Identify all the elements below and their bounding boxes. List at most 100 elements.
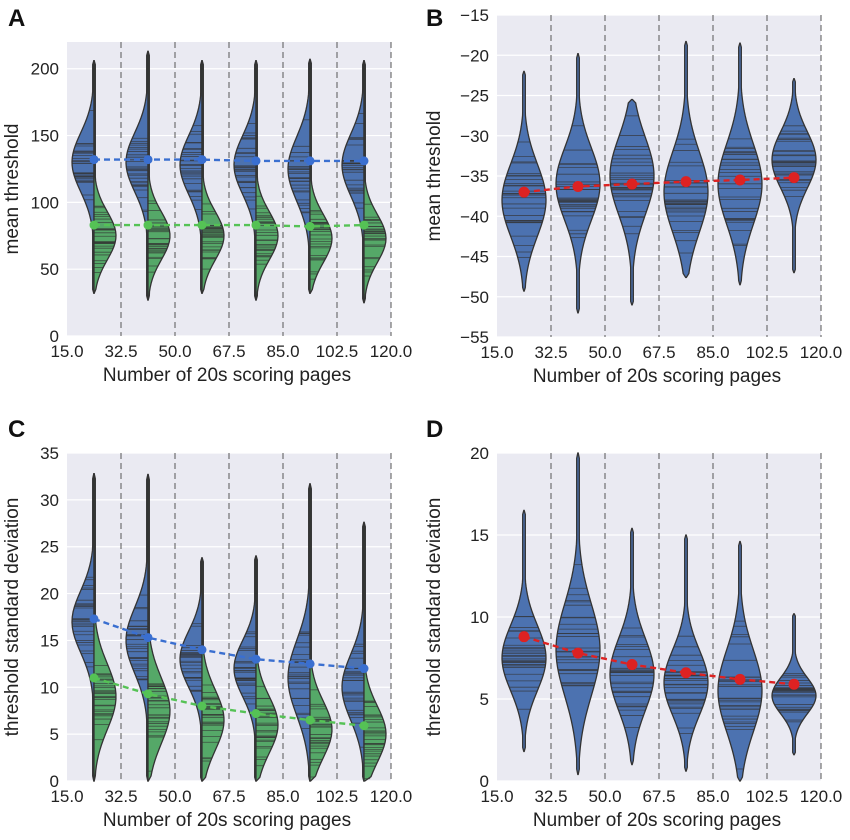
x-tick-label: 50.0: [588, 343, 621, 362]
x-tick-label: 85.0: [266, 787, 299, 806]
y-tick-label: 20: [470, 444, 489, 463]
mean-point-blue: [89, 155, 99, 165]
mean-point-mean: [788, 678, 800, 690]
mean-point-green: [89, 673, 99, 683]
violin-mean: [609, 98, 655, 306]
y-tick-label: −30: [460, 127, 489, 146]
y-axis-label: mean threshold: [2, 124, 23, 255]
x-tick-label: 50.0: [588, 787, 621, 806]
x-tick-label: 85.0: [266, 342, 299, 361]
y-tick-label: 150: [31, 127, 59, 146]
x-tick-label: 102.5: [746, 787, 789, 806]
mean-point-mean: [680, 667, 692, 679]
mean-line-mean: [523, 176, 795, 194]
mean-point-green: [251, 220, 261, 230]
x-axis-label: Number of 20s scoring pages: [103, 365, 351, 386]
mean-point-blue: [197, 155, 207, 165]
x-tick-label: 120.0: [800, 787, 843, 806]
mean-point-green: [197, 701, 207, 711]
y-tick-label: 15: [40, 631, 59, 650]
y-tick-label: 30: [40, 491, 59, 510]
mean-point-blue: [197, 645, 207, 655]
y-tick-label: 15: [470, 526, 489, 545]
x-tick-label: 102.5: [316, 342, 359, 361]
mean-point-blue: [143, 633, 153, 643]
y-tick-label: −25: [460, 87, 489, 106]
violin-green: [309, 483, 333, 782]
y-tick-label: 0: [480, 772, 489, 791]
panel-label: D: [426, 416, 443, 443]
mean-point-mean: [572, 180, 584, 192]
panel-A: 0 50 100 150 200 15.0 32.5 50.0 67.5 85.0 102.5 120…: [2, 5, 412, 386]
panel-D: 0 5 10 15 20 15.0 32.5 50.0 67.5 85.0 102.5 120.0 Nu…: [424, 416, 842, 831]
x-tick-label: 15.0: [480, 787, 513, 806]
y-axis-label: threshold standard deviation: [2, 498, 23, 737]
mean-point-green: [251, 709, 261, 719]
violin-blue: [287, 483, 311, 782]
x-tick-label: 32.5: [104, 787, 137, 806]
mean-point-blue: [305, 659, 315, 669]
mean-point-mean: [734, 174, 746, 186]
x-tick-label: 120.0: [370, 342, 413, 361]
y-tick-label: 200: [31, 60, 59, 79]
mean-point-mean: [626, 178, 638, 190]
mean-point-blue: [305, 156, 315, 166]
x-axis-label: Number of 20s scoring pages: [533, 810, 781, 831]
violin-blue: [179, 60, 203, 294]
mean-line-green: [94, 223, 365, 228]
violin-blue: [341, 60, 365, 304]
x-tick-label: 15.0: [50, 342, 83, 361]
x-tick-label: 120.0: [800, 343, 843, 362]
y-tick-label: 0: [50, 772, 59, 791]
y-tick-label: −15: [460, 6, 489, 25]
y-tick-label: −40: [460, 207, 489, 226]
y-tick-label: 100: [31, 193, 59, 212]
mean-point-green: [305, 221, 315, 231]
mean-point-blue: [251, 654, 261, 664]
y-tick-label: −35: [460, 167, 489, 186]
y-tick-label: 35: [40, 444, 59, 463]
mean-point-blue: [359, 156, 369, 166]
mean-point-green: [143, 689, 153, 699]
mean-point-blue: [143, 155, 153, 165]
x-tick-label: 32.5: [104, 342, 137, 361]
violin-mean: [717, 540, 763, 782]
violin-green: [147, 50, 171, 301]
x-tick-label: 85.0: [696, 787, 729, 806]
panel-label: A: [8, 5, 25, 32]
x-axis-label: Number of 20s scoring pages: [533, 366, 781, 387]
mean-point-green: [143, 220, 153, 230]
x-tick-label: 15.0: [480, 343, 513, 362]
mean-point-green: [197, 220, 207, 230]
y-tick-label: 50: [40, 260, 59, 279]
violin-blue: [233, 60, 257, 301]
mean-point-green: [359, 220, 369, 230]
mean-point-mean: [680, 176, 692, 188]
violin-green: [93, 60, 117, 294]
mean-line-blue: [94, 158, 364, 163]
violin-blue: [341, 521, 365, 782]
violin-green: [363, 521, 387, 782]
mean-point-green: [89, 220, 99, 230]
x-tick-label: 50.0: [158, 342, 191, 361]
y-tick-label: 20: [40, 585, 59, 604]
panel-C: 0 5 10 15 20 25 30 35 15.0 32.5 50.0 67.5 85.0 102.5 1…: [2, 416, 412, 831]
mean-point-green: [359, 721, 369, 731]
x-tick-label: 67.5: [212, 342, 245, 361]
violin-green: [201, 60, 225, 294]
y-tick-label: −20: [460, 46, 489, 65]
mean-point-mean: [518, 186, 530, 198]
x-tick-label: 102.5: [746, 343, 789, 362]
y-tick-label: −45: [460, 248, 489, 267]
mean-point-blue: [359, 664, 369, 674]
y-tick-label: 5: [480, 690, 489, 709]
mean-line-blue: [93, 617, 365, 670]
mean-point-mean: [788, 172, 800, 184]
mean-point-mean: [572, 647, 584, 659]
y-tick-label: −55: [460, 328, 489, 347]
violin-mean: [717, 42, 763, 286]
y-tick-label: 5: [50, 725, 59, 744]
violin-blue: [125, 473, 149, 782]
x-tick-label: 32.5: [534, 343, 567, 362]
